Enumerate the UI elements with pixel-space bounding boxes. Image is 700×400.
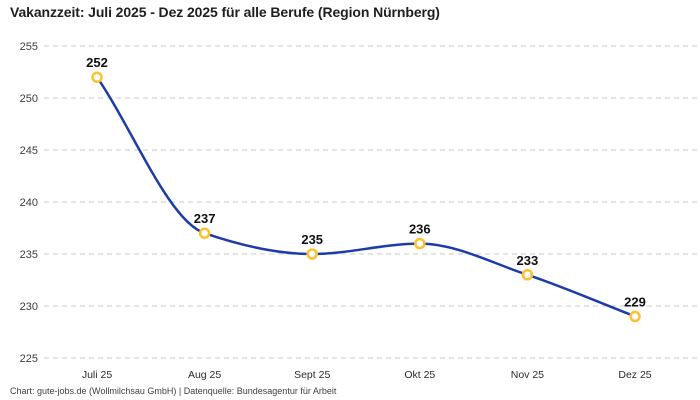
y-axis-tick-label: 240 xyxy=(20,197,38,209)
data-point-label: 237 xyxy=(194,211,216,226)
data-point-label: 236 xyxy=(409,222,431,237)
data-point-marker-sept-25[interactable] xyxy=(306,248,318,260)
x-axis-tick-label: Dez 25 xyxy=(618,369,651,381)
data-point-marker-aug-25[interactable] xyxy=(198,227,211,239)
y-axis-tick-label: 245 xyxy=(20,145,38,157)
y-axis-tick-label: 235 xyxy=(20,249,38,261)
trend-line xyxy=(95,75,637,318)
chart-source-footer: Chart: gute-jobs.de (Wollmilchsau GmbH) … xyxy=(10,386,337,396)
data-point-label: 229 xyxy=(624,294,646,309)
data-point-marker-okt-25[interactable] xyxy=(414,237,426,250)
data-point-label: 235 xyxy=(301,232,323,247)
x-axis-tick-label: Nov 25 xyxy=(511,369,544,381)
y-axis-tick-label: 230 xyxy=(20,301,38,313)
data-point-marker-dez-25[interactable] xyxy=(629,310,641,323)
data-point-marker-nov-25[interactable] xyxy=(521,269,534,281)
data-point-label: 252 xyxy=(86,55,108,70)
y-axis-tick-label: 250 xyxy=(20,93,38,105)
y-axis-tick-label: 225 xyxy=(20,353,38,365)
x-axis-tick-label: Aug 25 xyxy=(188,369,221,381)
x-axis-tick-label: Juli 25 xyxy=(82,369,113,381)
x-axis-tick-label: Okt 25 xyxy=(404,369,435,381)
data-point-label: 233 xyxy=(517,253,539,268)
y-axis-tick-label: 255 xyxy=(20,41,38,53)
data-point-marker-juli-25[interactable] xyxy=(91,71,103,83)
chart-title: Vakanzzeit: Juli 2025 - Dez 2025 für all… xyxy=(10,4,440,20)
x-axis-tick-label: Sept 25 xyxy=(294,369,330,381)
